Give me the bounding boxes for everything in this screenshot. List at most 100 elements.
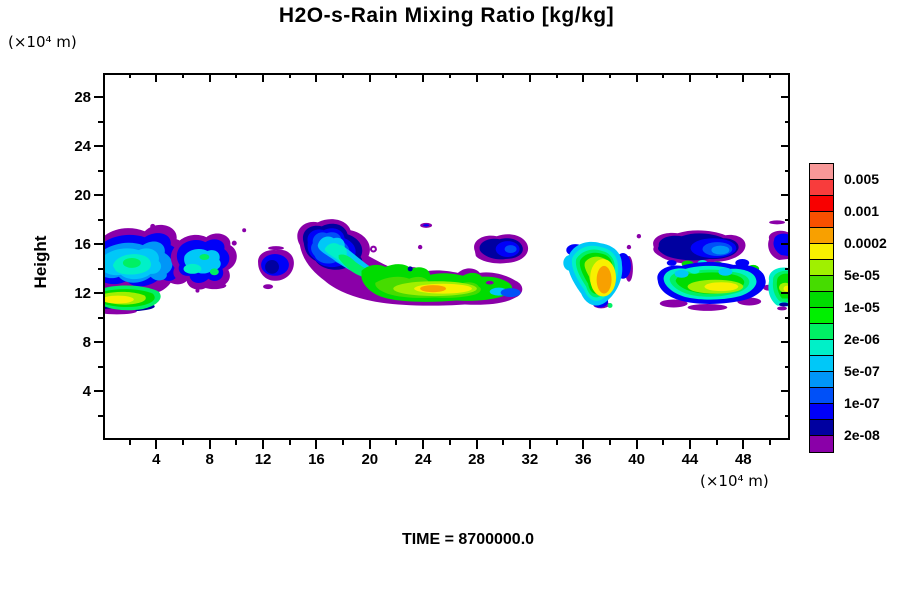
y-major-tick	[94, 390, 103, 393]
x-major-tick-top	[315, 73, 318, 82]
y-major-tick-right	[781, 243, 790, 246]
colorbar-cell-green	[810, 292, 833, 308]
x-major-tick	[315, 440, 318, 449]
plot-frame	[103, 73, 790, 440]
x-major-tick-top	[688, 73, 691, 82]
chart-title: H2O-s-Rain Mixing Ratio [kg/kg]	[278, 4, 615, 27]
contour-field	[105, 219, 788, 315]
y-tick-label: 24	[74, 138, 91, 156]
y-major-tick-right	[781, 194, 790, 197]
x-minor-tick	[768, 440, 771, 445]
colorbar-label: 2e-08	[844, 427, 880, 443]
y-major-tick-right	[781, 145, 790, 148]
x-minor-tick	[662, 440, 665, 445]
x-major-tick-top	[262, 73, 265, 82]
x-tick-label: 36	[574, 451, 592, 468]
colorbar-cell-pink	[810, 164, 833, 180]
x-minor-tick	[715, 440, 718, 445]
colorbar-cell-dodger	[810, 372, 833, 388]
y-major-tick	[94, 96, 103, 99]
colorbar-cell-ygreen	[810, 260, 833, 276]
x-minor-tick	[288, 440, 291, 445]
y-major-tick	[94, 341, 103, 344]
x-major-tick	[635, 440, 638, 449]
colorbar-label: 5e-05	[844, 267, 880, 283]
colorbar-cell-spring	[810, 324, 833, 340]
y-minor-tick	[98, 218, 103, 221]
x-major-tick-top	[582, 73, 585, 82]
y-major-tick-right	[781, 292, 790, 295]
x-minor-tick-top	[662, 73, 665, 78]
y-axis-unit-label: (×10⁴ m)	[8, 33, 77, 51]
y-minor-tick-right	[785, 169, 790, 172]
x-minor-tick	[235, 440, 238, 445]
colorbar-cell-medblue	[810, 388, 833, 404]
x-minor-tick-top	[182, 73, 185, 78]
x-major-tick	[582, 440, 585, 449]
x-minor-tick-top	[342, 73, 345, 78]
x-major-tick-top	[368, 73, 371, 82]
x-major-tick	[688, 440, 691, 449]
colorbar-cell-yellow	[810, 244, 833, 260]
colorbar-label: 2e-06	[844, 331, 880, 347]
time-label: TIME = 8700000.0	[401, 531, 535, 548]
y-minor-tick-right	[785, 316, 790, 319]
contour-cluster-small-blue	[170, 228, 247, 293]
x-major-tick	[422, 440, 425, 449]
x-minor-tick	[395, 440, 398, 445]
contour-blob-dark-blue	[258, 246, 294, 290]
x-minor-tick-top	[608, 73, 611, 78]
y-minor-tick	[98, 414, 103, 417]
y-tick-label: 4	[82, 383, 91, 401]
colorbar-cell-green_b	[810, 308, 833, 324]
contour-cluster-right-edge	[768, 220, 788, 311]
x-axis-unit-label: (×10⁴ m)	[700, 472, 769, 490]
colorbar-label: 1e-05	[844, 299, 880, 315]
x-minor-tick-top	[715, 73, 718, 78]
colorbar-label: 1e-07	[844, 395, 880, 411]
y-major-tick	[94, 243, 103, 246]
y-minor-tick-right	[785, 414, 790, 417]
colorbar-label: 5e-07	[844, 363, 880, 379]
x-tick-label: 24	[414, 451, 432, 468]
x-major-tick	[262, 440, 265, 449]
y-minor-tick	[98, 120, 103, 123]
x-minor-tick-top	[235, 73, 238, 78]
colorbar-cell-red	[810, 196, 833, 212]
x-major-tick	[368, 440, 371, 449]
contour-cluster-anvil-rainband	[297, 219, 523, 306]
colorbar-label: 0.001	[844, 203, 880, 219]
x-major-tick-top	[635, 73, 638, 82]
x-major-tick	[155, 440, 158, 449]
x-major-tick-top	[155, 73, 158, 82]
y-minor-tick	[98, 316, 103, 319]
y-minor-tick-right	[785, 120, 790, 123]
x-minor-tick	[608, 440, 611, 445]
x-tick-label: 48	[734, 451, 752, 468]
y-minor-tick	[98, 365, 103, 368]
y-major-tick-right	[781, 341, 790, 344]
x-minor-tick-top	[555, 73, 558, 78]
y-tick-label: 28	[74, 89, 91, 107]
contour-cluster-left-edge	[105, 223, 191, 315]
y-minor-tick	[98, 267, 103, 270]
colorbar-cell-turq	[810, 340, 833, 356]
x-tick-label: 20	[361, 451, 379, 468]
x-minor-tick	[128, 440, 131, 445]
colorbar	[809, 163, 834, 453]
x-major-tick	[475, 440, 478, 449]
x-minor-tick	[448, 440, 451, 445]
contour-blob-blue-patch	[474, 234, 529, 264]
y-minor-tick-right	[785, 365, 790, 368]
colorbar-cell-navy	[810, 420, 833, 436]
y-major-tick-right	[781, 96, 790, 99]
y-tick-label: 20	[74, 187, 91, 205]
x-tick-label: 44	[681, 451, 699, 468]
x-minor-tick-top	[448, 73, 451, 78]
x-major-tick-top	[422, 73, 425, 82]
x-tick-label: 32	[521, 451, 539, 468]
colorbar-label: 0.005	[844, 171, 880, 187]
y-tick-label: 8	[82, 334, 91, 352]
contour-cluster-strong-cell	[563, 234, 642, 309]
